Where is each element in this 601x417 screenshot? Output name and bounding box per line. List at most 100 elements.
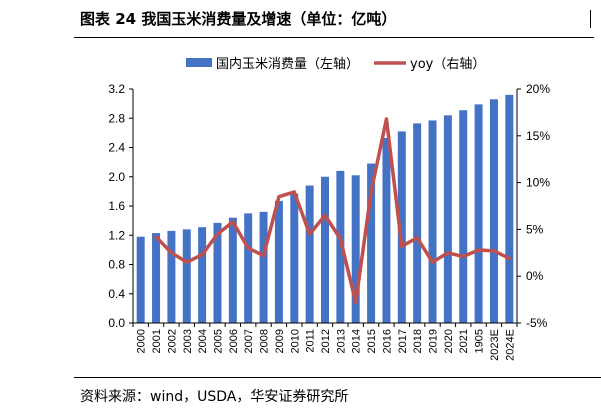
- bar: [182, 229, 191, 323]
- left-tick-label: 2.0: [108, 170, 125, 184]
- yoy-point: [477, 248, 480, 252]
- title-corner-mark: [590, 10, 591, 28]
- yoy-point: [185, 260, 188, 264]
- bar: [290, 193, 299, 323]
- x-tick-label: 2018: [412, 329, 424, 353]
- yoy-point: [462, 255, 465, 258]
- bar: [443, 115, 452, 323]
- x-tick-label: 2017: [397, 329, 409, 353]
- legend-line-label: yoy（右轴）: [410, 57, 485, 72]
- bar: [474, 104, 483, 323]
- bar: [321, 176, 329, 323]
- yoy-point: [231, 220, 235, 224]
- x-tick-label: 2001: [151, 329, 163, 353]
- yoy-point: [170, 251, 173, 254]
- left-tick-label: 3.2: [108, 82, 125, 96]
- x-tick-label: 2012: [320, 329, 332, 353]
- bar: [274, 200, 283, 323]
- x-tick-label: 2024E: [504, 329, 516, 361]
- yoy-point: [339, 237, 342, 240]
- left-tick-label: 1.6: [108, 199, 125, 213]
- x-tick-label: 2021: [458, 329, 470, 353]
- source-rule: [74, 377, 601, 378]
- bar: [259, 211, 268, 323]
- bar: [244, 213, 253, 323]
- yoy-point: [277, 195, 281, 198]
- right-tick-label: 20%: [526, 82, 550, 96]
- x-tick-label: 1905: [474, 329, 486, 353]
- yoy-point: [431, 260, 434, 264]
- x-tick-label: 2009: [274, 329, 286, 353]
- x-tick-label: 2003: [182, 329, 194, 353]
- yoy-point: [154, 235, 158, 239]
- x-tick-label: 2016: [381, 329, 393, 353]
- bar: [213, 222, 222, 323]
- legend: 国内玉米消费量（左轴） yoy（右轴）: [186, 56, 485, 72]
- yoy-point: [323, 214, 327, 217]
- x-tick-label: 2002: [166, 329, 178, 353]
- yoy-point: [354, 301, 357, 304]
- line-series: [154, 117, 512, 305]
- left-tick-label: 1.2: [108, 228, 125, 242]
- yoy-point: [247, 246, 250, 250]
- x-tick-label: 2019: [428, 329, 440, 353]
- yoy-point: [200, 253, 204, 256]
- right-tick-label: 0%: [526, 269, 544, 283]
- x-tick-label: 2023E: [489, 329, 501, 361]
- yoy-point: [262, 254, 265, 257]
- bar: [459, 110, 468, 323]
- yoy-point: [216, 232, 219, 236]
- bar: [397, 131, 406, 323]
- bar: [505, 94, 514, 323]
- left-tick-label: 0.0: [108, 316, 125, 330]
- bar: [367, 163, 376, 323]
- title-rule: [74, 37, 594, 38]
- yoy-point: [446, 251, 450, 254]
- bar-series: [136, 94, 514, 324]
- yoy-point: [385, 117, 388, 121]
- x-tick-label: 2014: [351, 329, 363, 353]
- bar: [351, 175, 360, 323]
- legend-bar-swatch: [186, 58, 212, 67]
- bar: [336, 170, 345, 323]
- bar: [198, 227, 207, 323]
- yoy-line: [154, 117, 512, 305]
- yoy-point: [293, 190, 296, 194]
- x-tick-label: 2010: [289, 329, 301, 353]
- yoy-point: [400, 245, 403, 248]
- right-tick-label: 15%: [526, 129, 550, 143]
- x-tick-label: 2011: [305, 329, 317, 353]
- x-tick-label: 2004: [197, 329, 209, 353]
- bar: [136, 236, 145, 323]
- yoy-point: [308, 232, 311, 236]
- bar: [428, 120, 437, 323]
- legend-bar-label: 国内玉米消费量（左轴）: [216, 56, 359, 72]
- x-tick-label: 2015: [366, 329, 378, 353]
- yoy-point: [415, 236, 419, 240]
- x-tick-label: 2008: [259, 329, 271, 353]
- x-tick-label: 2005: [212, 329, 224, 353]
- left-tick-label: 2.8: [108, 111, 125, 125]
- bar: [152, 233, 161, 323]
- left-tick-label: 0.8: [108, 258, 125, 272]
- axes: 0.0 0.4 0.8 1.2 1.6 2.0 2.4 2.8 3.2 -5% 0% 5% 10% 15%…: [108, 82, 550, 361]
- x-tick-label: 2013: [335, 329, 347, 353]
- left-tick-label: 0.4: [108, 287, 125, 301]
- x-tick-label: 2020: [443, 329, 455, 353]
- right-tick-label: 5%: [526, 222, 544, 236]
- yoy-point: [508, 257, 511, 260]
- bar: [413, 123, 422, 324]
- bar: [305, 185, 314, 323]
- figure-title: 图表 24 我国玉米消费量及增速（单位：亿吨）: [80, 10, 397, 28]
- bar: [228, 217, 237, 323]
- yoy-point: [369, 190, 373, 194]
- left-tick-label: 2.4: [108, 141, 125, 155]
- bar: [382, 137, 391, 323]
- x-tick-label: 2007: [243, 329, 255, 353]
- x-tick-label: 2006: [228, 329, 240, 353]
- yoy-point: [492, 249, 496, 253]
- right-tick-label: -5%: [526, 316, 548, 330]
- right-tick-label: 10%: [526, 176, 550, 190]
- x-tick-label: 2000: [136, 329, 148, 353]
